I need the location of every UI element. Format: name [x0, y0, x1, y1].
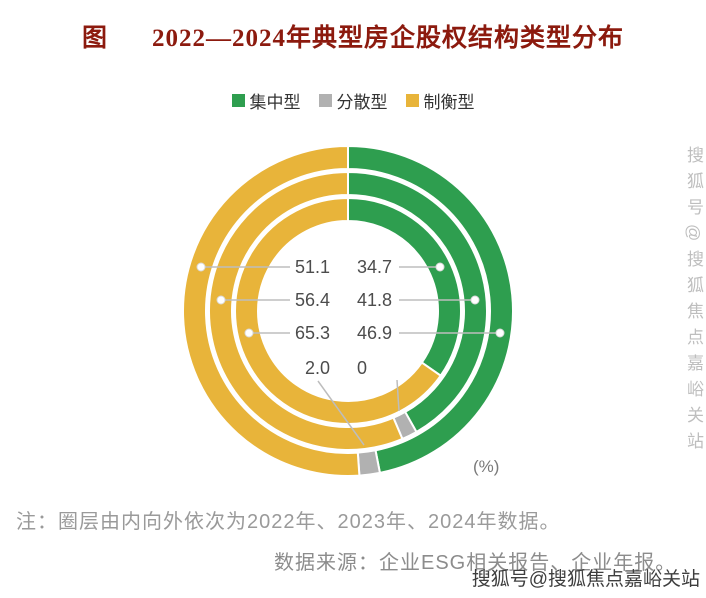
footnote-data-source: 数据来源：企业ESG相关报告、企业年报。 [274, 552, 677, 574]
segment-2024-制衡型 [182, 144, 361, 477]
value-label-balanced-2024: 51.1 [294, 257, 330, 277]
page-title: 图 2022—2024年典型房企股权结构类型分布 [0, 18, 706, 54]
legend-label: 分散型 [336, 93, 388, 112]
legend-item-dispersed: 分散型 [318, 88, 388, 113]
value-label-dispersed: 2.0 [304, 358, 330, 378]
value-label-balanced-2023: 56.4 [294, 290, 330, 310]
watermark-vertical: 搜狐号@搜狐焦点嘉峪关站 [684, 146, 703, 459]
legend-swatch-green [231, 94, 245, 107]
segment-2022-制衡型 [234, 196, 443, 425]
footnote-ring-order: 注：圈层由内向外依次为2022年、2023年、2024年数据。 [16, 511, 561, 533]
percent-unit-label: (%) [473, 457, 500, 476]
legend-label: 集中型 [249, 93, 301, 112]
legend-swatch-yellow [405, 94, 419, 107]
legend: 集中型 分散型 制衡型 [0, 88, 706, 113]
segment-2023-制衡型 [208, 170, 404, 451]
value-label-balanced-2022: 65.3 [294, 323, 330, 343]
value-label-concentrated-2024: 46.9 [357, 323, 393, 343]
segment-2024-分散型 [356, 449, 382, 477]
watermark-bottom: 搜狐号@搜狐焦点嘉峪关站 [471, 569, 700, 590]
leader-lines [201, 266, 500, 446]
value-label-concentrated-2023: 41.8 [357, 290, 393, 310]
legend-label: 制衡型 [423, 93, 475, 112]
value-label-dispersed-zero: 0 [357, 358, 368, 378]
title-prefix: 图 [81, 25, 108, 52]
legend-swatch-gray [318, 94, 332, 107]
leader-dots [196, 262, 505, 338]
value-label-concentrated-2022: 34.7 [357, 257, 393, 277]
donut-rings [182, 144, 514, 477]
legend-item-balanced: 制衡型 [405, 88, 475, 113]
legend-item-concentrated: 集中型 [231, 88, 301, 113]
title-text: 2022—2024年典型房企股权结构类型分布 [152, 25, 625, 52]
